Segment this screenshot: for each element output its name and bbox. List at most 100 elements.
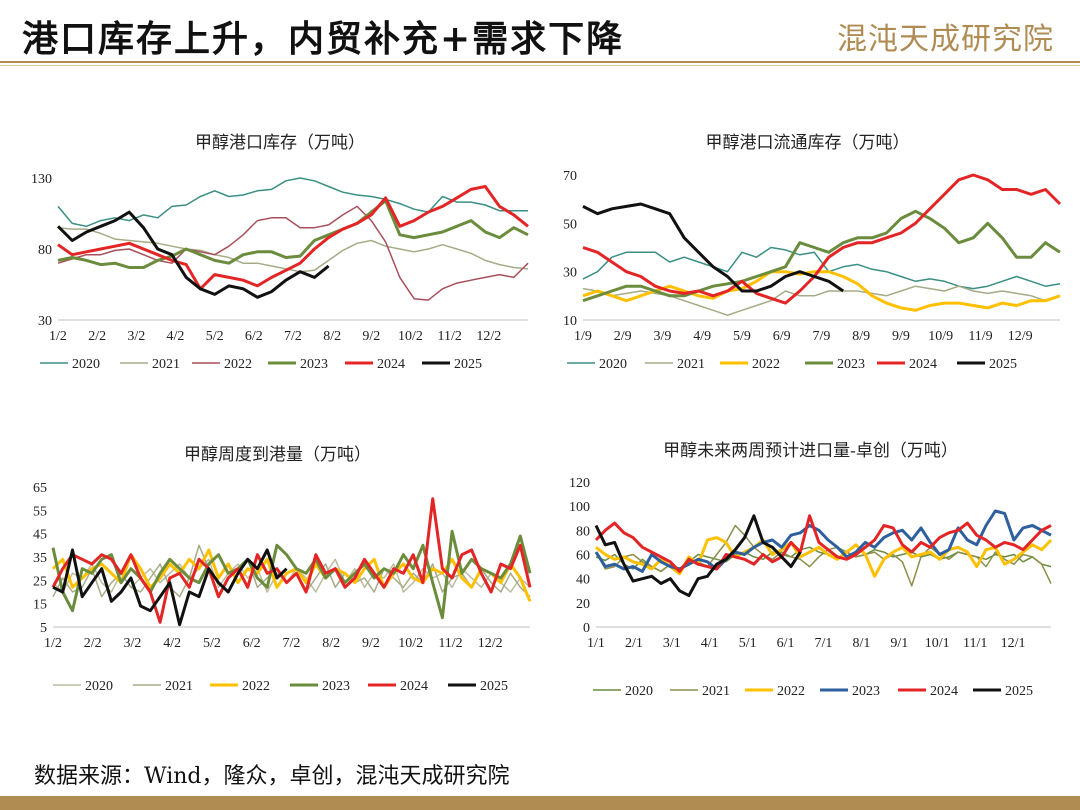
chart-title: 甲醇周度到港量（万吨） [184, 445, 371, 464]
x-tick-label: 10/2 [398, 636, 423, 651]
x-tick-label: 9/9 [892, 329, 910, 344]
series-line-2025 [594, 514, 802, 598]
x-tick-label: 8/9 [852, 329, 870, 344]
legend-label: 2022 [752, 357, 780, 372]
series-line-2025 [582, 202, 845, 293]
legend-label: 2024 [930, 684, 958, 699]
x-tick-label: 3/2 [127, 329, 145, 344]
chart-title: 甲醇未来两周预计进口量-卓创（万吨） [663, 441, 958, 460]
y-tick-label: 60 [576, 549, 590, 564]
x-tick-label: 2/1 [625, 636, 643, 651]
x-tick-label: 12/1 [1001, 636, 1026, 651]
x-tick-label: 6/9 [773, 329, 791, 344]
x-tick-label: 2/9 [614, 329, 632, 344]
y-tick-label: 80 [576, 524, 590, 539]
y-tick-label: 120 [569, 476, 590, 491]
x-tick-label: 8/2 [323, 329, 341, 344]
legend-label: 2022 [242, 679, 270, 694]
chart-weekly-arrivals: 甲醇周度到港量（万吨） 5 15 25 35 45 55 65 1/2 2/2 3/2 4/2 5/2 6… [33, 445, 532, 694]
series-line-2025 [56, 210, 330, 299]
x-tick-label: 5/9 [733, 329, 751, 344]
y-tick-label: 65 [33, 481, 47, 496]
x-tick-label: 5/2 [206, 329, 224, 344]
series-line-2024 [594, 514, 1052, 573]
legend-label: 2021 [702, 684, 730, 699]
series-line-2020 [57, 177, 528, 228]
y-tick-label: 80 [38, 243, 52, 258]
x-tick-label: 12/2 [478, 636, 503, 651]
x-tick-label: 1/9 [574, 329, 592, 344]
chart-circulating-inventory: 甲醇港口流通库存（万吨） 10 30 50 70 1/9 2/9 3/9 4/9 5/9 6/9 7/… [563, 133, 1062, 372]
x-tick-label: 11/2 [437, 329, 461, 344]
x-tick-label: 10/1 [925, 636, 950, 651]
x-tick-label: 4/1 [701, 636, 719, 651]
legend-label: 2024 [377, 357, 405, 372]
series-line-2024 [582, 173, 1062, 305]
legend-label: 2025 [480, 679, 508, 694]
x-tick-label: 7/2 [283, 636, 301, 651]
x-tick-label: 7/1 [815, 636, 833, 651]
x-tick-label: 5/2 [203, 636, 221, 651]
x-tick-label: 4/2 [163, 636, 181, 651]
legend-label: 2023 [300, 357, 328, 372]
legend-label: 2025 [989, 357, 1017, 372]
series-line-2025 [52, 548, 288, 627]
x-tick-label: 12/9 [1008, 329, 1033, 344]
legend-label: 2024 [909, 357, 937, 372]
series-line-2023 [51, 529, 532, 620]
x-tick-label: 3/9 [654, 329, 672, 344]
chart-import-forecast: 甲醇未来两周预计进口量-卓创（万吨） 0 20 40 60 80 100 120 1/1 2/1 3… [569, 441, 1053, 699]
legend-label: 2022 [224, 357, 252, 372]
x-tick-label: 4/2 [167, 329, 185, 344]
x-tick-label: 4/9 [693, 329, 711, 344]
legend-label: 2023 [852, 684, 880, 699]
chart-title: 甲醇港口流通库存（万吨） [706, 133, 910, 152]
series-line-2023 [57, 199, 529, 269]
y-tick-label: 55 [33, 504, 47, 519]
x-tick-label: 6/2 [245, 329, 263, 344]
x-tick-label: 5/1 [739, 636, 757, 651]
x-tick-label: 11/9 [968, 329, 992, 344]
series-line-2023 [594, 509, 1052, 573]
x-tick-label: 10/9 [928, 329, 953, 344]
x-tick-label: 2/2 [88, 329, 106, 344]
x-tick-label: 3/2 [124, 636, 142, 651]
x-tick-label: 9/2 [362, 636, 380, 651]
series-line-2021 [57, 226, 529, 273]
data-source-note: 数据来源：Wind，隆众，卓创，混沌天成研究院 [34, 764, 510, 789]
brand-logo: 混沌天成研究院 [837, 22, 1054, 57]
y-tick-label: 40 [576, 573, 590, 588]
x-tick-label: 2/2 [84, 636, 102, 651]
legend-label: 2023 [322, 679, 350, 694]
x-tick-label: 6/1 [777, 636, 795, 651]
x-tick-label: 8/1 [852, 636, 870, 651]
legend-label: 2021 [165, 679, 193, 694]
legend-label: 2020 [85, 679, 113, 694]
x-tick-label: 9/2 [362, 329, 380, 344]
y-tick-label: 45 [33, 528, 47, 543]
x-tick-label: 9/1 [890, 636, 908, 651]
y-tick-label: 15 [33, 598, 47, 613]
legend-label: 2024 [400, 679, 428, 694]
x-tick-label: 1/1 [587, 636, 605, 651]
series-line-2024 [51, 497, 532, 624]
y-tick-label: 10 [563, 314, 577, 329]
footer-bar [0, 796, 1080, 810]
x-tick-label: 7/2 [284, 329, 302, 344]
legend-label: 2022 [777, 684, 805, 699]
header-divider [0, 61, 1080, 63]
series-line-2024 [57, 185, 529, 291]
x-tick-label: 11/2 [438, 636, 462, 651]
series-line-2020 [582, 246, 1061, 290]
y-tick-label: 50 [563, 217, 577, 232]
y-tick-label: 130 [31, 172, 52, 187]
chart-port-inventory: 甲醇港口库存（万吨） 30 80 130 1/2 2/2 3/2 4/2 5/2 6/2 7/2 8/… [31, 133, 529, 372]
legend-label: 2020 [599, 357, 627, 372]
y-tick-label: 100 [569, 500, 590, 515]
legend-label: 2020 [625, 684, 653, 699]
x-tick-label: 10/2 [398, 329, 423, 344]
page-title: 港口库存上升，内贸补充+需求下降 [22, 18, 625, 60]
legend-label: 2021 [677, 357, 705, 372]
chart-title: 甲醇港口库存（万吨） [195, 133, 365, 152]
x-tick-label: 8/2 [322, 636, 340, 651]
